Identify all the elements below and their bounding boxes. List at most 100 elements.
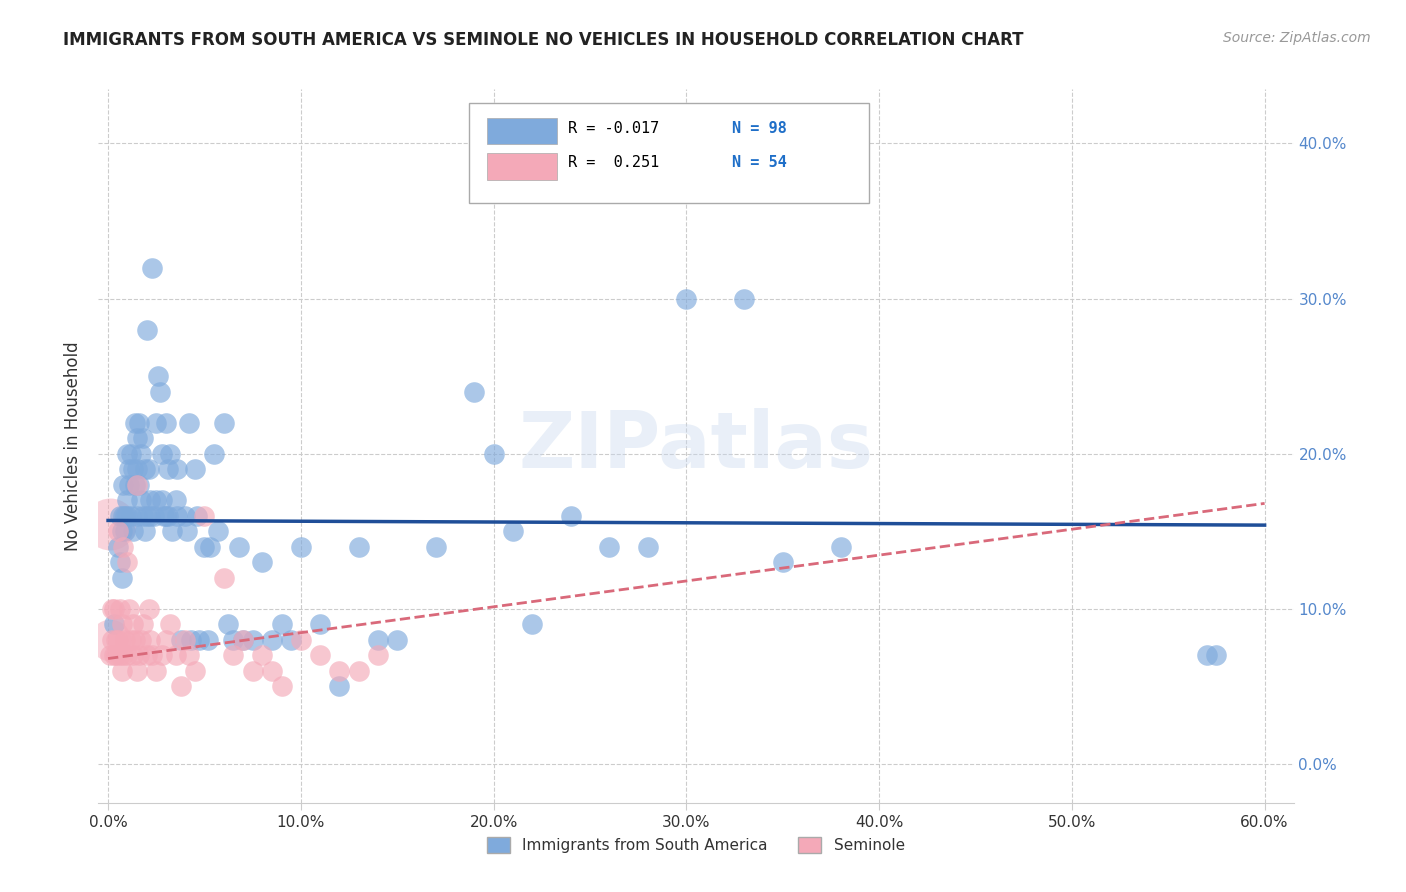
Point [103, 617, 125, 632]
Point [134, 462, 156, 476]
Text: R = -0.017: R = -0.017 [568, 121, 659, 136]
Point [138, 462, 160, 476]
Point [141, 648, 163, 663]
Point [129, 632, 152, 647]
Y-axis label: No Vehicles in Household: No Vehicles in Household [65, 341, 83, 551]
Text: ZIPatlas: ZIPatlas [519, 408, 873, 484]
Point [150, 447, 173, 461]
Point [125, 664, 148, 678]
Point [118, 477, 141, 491]
Point [385, 632, 409, 647]
Text: N = 98: N = 98 [733, 121, 786, 136]
Point [160, 524, 183, 539]
Point [145, 664, 167, 678]
Point [107, 524, 129, 539]
Point [155, 416, 177, 430]
Text: R =  0.251: R = 0.251 [568, 155, 659, 170]
Point [520, 617, 543, 632]
Point [139, 632, 162, 647]
Point [598, 540, 620, 554]
Point [120, 632, 142, 647]
Point [98, 648, 121, 663]
Point [122, 462, 145, 476]
Point [110, 571, 132, 585]
Point [200, 540, 222, 554]
Point [252, 555, 274, 569]
Point [502, 524, 524, 539]
Point [125, 462, 148, 476]
Point [122, 617, 145, 632]
Point [112, 540, 135, 554]
Point [328, 680, 350, 694]
Point [98, 632, 121, 647]
Point [145, 416, 167, 430]
Point [101, 632, 124, 647]
Point [675, 292, 697, 306]
Point [120, 447, 142, 461]
Point [347, 540, 370, 554]
Point [165, 493, 187, 508]
Text: Source: ZipAtlas.com: Source: ZipAtlas.com [1223, 31, 1371, 45]
Point [184, 664, 207, 678]
Point [150, 648, 173, 663]
Point [132, 431, 155, 445]
Point [309, 648, 332, 663]
Point [193, 540, 215, 554]
Point [159, 617, 181, 632]
Point [150, 493, 173, 508]
Point [187, 632, 209, 647]
Point [1205, 648, 1227, 663]
Point [260, 664, 283, 678]
Point [112, 648, 135, 663]
Point [138, 602, 160, 616]
Point [270, 617, 292, 632]
Point [830, 540, 852, 554]
Point [165, 648, 187, 663]
Point [290, 540, 312, 554]
Point [104, 632, 127, 647]
Point [280, 632, 302, 647]
FancyBboxPatch shape [470, 103, 869, 203]
Point [117, 508, 139, 523]
Point [180, 632, 202, 647]
Point [107, 632, 129, 647]
Point [110, 664, 132, 678]
Point [114, 524, 136, 539]
Point [174, 508, 197, 523]
Point [347, 664, 370, 678]
Point [118, 602, 141, 616]
Point [217, 617, 239, 632]
Point [222, 632, 245, 647]
Point [145, 493, 167, 508]
Point [124, 632, 146, 647]
Point [122, 648, 145, 663]
Point [108, 648, 131, 663]
Point [135, 648, 157, 663]
Point [186, 508, 208, 523]
Point [114, 632, 136, 647]
Point [733, 292, 755, 306]
Point [124, 477, 146, 491]
Point [132, 617, 155, 632]
Point [128, 416, 150, 430]
Point [156, 508, 179, 523]
Point [112, 477, 135, 491]
Point [125, 508, 148, 523]
Point [177, 416, 200, 430]
Point [228, 540, 250, 554]
Point [367, 632, 389, 647]
Point [141, 260, 163, 275]
Point [108, 602, 131, 616]
Point [125, 477, 148, 491]
Point [108, 555, 131, 569]
Point [155, 632, 177, 647]
Point [114, 508, 136, 523]
Point [128, 648, 150, 663]
Point [193, 508, 215, 523]
Point [170, 632, 193, 647]
Point [120, 508, 142, 523]
Point [463, 384, 485, 399]
Point [139, 493, 162, 508]
Point [143, 508, 166, 523]
Point [242, 632, 264, 647]
